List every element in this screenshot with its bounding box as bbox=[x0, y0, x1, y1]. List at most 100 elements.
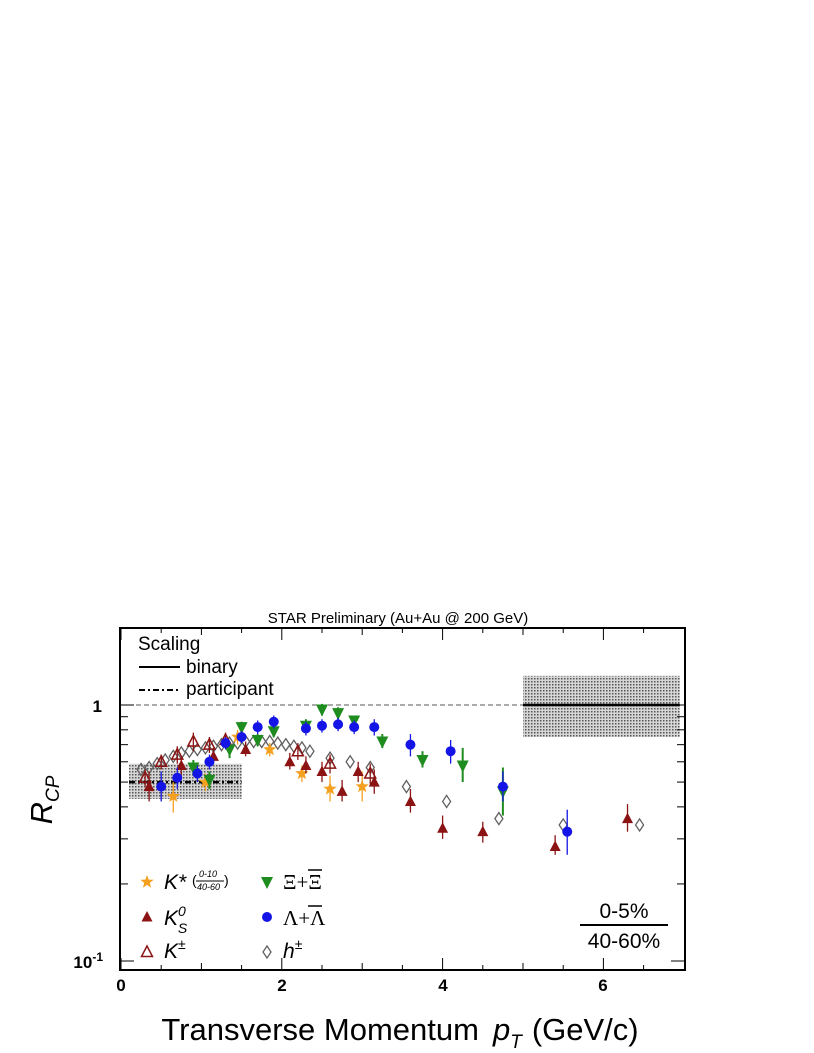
ratio-numerator: 0-5% bbox=[599, 900, 648, 923]
x-tick-label-6: 6 bbox=[598, 976, 607, 995]
legend-h: h± bbox=[283, 936, 303, 963]
legend-marker bbox=[261, 877, 273, 889]
data-point bbox=[317, 720, 327, 731]
data-point bbox=[300, 723, 311, 734]
data-point bbox=[456, 760, 469, 773]
data-point bbox=[240, 743, 252, 755]
data-point bbox=[192, 742, 203, 757]
legend-kstar-frac-bottom: 40-60 bbox=[197, 882, 220, 892]
data-point bbox=[267, 726, 280, 739]
data-point bbox=[200, 740, 211, 756]
data-point bbox=[300, 759, 312, 771]
x-axis-title: Transverse Momentum pT (GeV/c) bbox=[161, 1012, 638, 1053]
data-point bbox=[368, 776, 380, 787]
legend-xi: Ξ+Ξ bbox=[283, 870, 322, 894]
data-point bbox=[192, 768, 203, 779]
x-tick-label-0: 0 bbox=[116, 976, 125, 995]
x-tick-label-2: 2 bbox=[277, 976, 286, 995]
legend-kstar: K* bbox=[164, 871, 187, 894]
data-point bbox=[404, 795, 416, 806]
plot-title: STAR Preliminary (Au+Au @ 200 GeV) bbox=[268, 610, 528, 627]
data-point bbox=[204, 756, 215, 767]
data-point bbox=[268, 716, 279, 727]
data-point bbox=[355, 779, 369, 793]
x-tick-label-4: 4 bbox=[438, 976, 448, 995]
data-point bbox=[272, 735, 283, 751]
data-point bbox=[549, 840, 561, 852]
legend-marker bbox=[140, 944, 154, 958]
scaling-band-binary bbox=[523, 675, 680, 737]
data-point bbox=[401, 779, 412, 794]
data-point bbox=[235, 722, 248, 735]
data-point bbox=[369, 722, 380, 733]
series-1 bbox=[143, 741, 634, 855]
data-point bbox=[156, 781, 167, 792]
data-point bbox=[166, 789, 180, 802]
data-point bbox=[220, 738, 231, 749]
data-point bbox=[284, 755, 296, 767]
data-point bbox=[175, 759, 187, 771]
data-point bbox=[345, 754, 355, 769]
data-point bbox=[477, 825, 489, 837]
data-point bbox=[236, 731, 247, 742]
data-point bbox=[332, 708, 345, 721]
legend-kstar-paren-left: ( bbox=[192, 872, 197, 888]
legend-marker bbox=[141, 911, 153, 922]
data-point bbox=[154, 754, 168, 768]
legend-lambda: Λ+Λ bbox=[283, 906, 326, 930]
data-point bbox=[316, 765, 328, 776]
data-point bbox=[323, 756, 337, 769]
data-point bbox=[263, 742, 277, 756]
data-point bbox=[349, 722, 360, 733]
data-point bbox=[323, 781, 337, 795]
scaling-legend: Scaling binary participant bbox=[138, 634, 274, 700]
legend-marker bbox=[140, 875, 154, 888]
data-point bbox=[138, 770, 152, 783]
y-tick-label-1: 1 bbox=[93, 697, 102, 716]
data-point bbox=[187, 762, 200, 775]
data-point bbox=[184, 744, 195, 759]
data-point bbox=[634, 817, 645, 833]
data-point bbox=[291, 743, 305, 757]
data-point bbox=[172, 772, 183, 783]
data-point bbox=[494, 811, 504, 826]
data-point bbox=[168, 749, 179, 764]
data-point bbox=[136, 762, 146, 777]
data-point bbox=[352, 765, 364, 776]
legend-k0s: K0 S bbox=[164, 903, 188, 936]
legend-kstar-frac-top: 0-10 bbox=[199, 869, 217, 879]
species-legend: K* 0-10 40-60 ( ) K0 S K± Ξ+Ξ Λ+Λ h± bbox=[140, 869, 326, 963]
legend-marker bbox=[262, 912, 272, 922]
data-point bbox=[622, 812, 634, 824]
data-point bbox=[170, 747, 185, 760]
data-point bbox=[202, 737, 217, 750]
legend-markers bbox=[140, 875, 273, 960]
data-point bbox=[295, 766, 309, 780]
data-point bbox=[336, 785, 348, 796]
centrality-ratio: 0-5% 40-60% bbox=[580, 900, 668, 953]
data-point bbox=[198, 775, 213, 788]
ratio-denominator: 40-60% bbox=[588, 930, 660, 953]
data-point bbox=[203, 774, 216, 787]
data-point bbox=[363, 765, 377, 779]
data-point bbox=[416, 754, 429, 767]
axis-ticks bbox=[120, 628, 685, 970]
y-tick-label-0.1: 10-1 bbox=[73, 950, 103, 972]
data-point bbox=[333, 719, 344, 730]
data-point bbox=[281, 737, 291, 752]
data-point bbox=[252, 722, 263, 733]
data-point bbox=[562, 826, 573, 837]
y-axis-title: RCP bbox=[24, 775, 64, 824]
data-point bbox=[441, 794, 452, 809]
data-point bbox=[152, 756, 162, 771]
data-point bbox=[437, 822, 449, 833]
binary-legend-label: binary bbox=[186, 657, 238, 678]
data-point bbox=[497, 781, 508, 792]
data-point bbox=[405, 739, 416, 750]
data-point bbox=[251, 734, 264, 747]
data-point bbox=[186, 733, 201, 747]
data-point bbox=[305, 744, 315, 759]
data-point bbox=[376, 736, 389, 749]
data-point bbox=[316, 704, 328, 717]
